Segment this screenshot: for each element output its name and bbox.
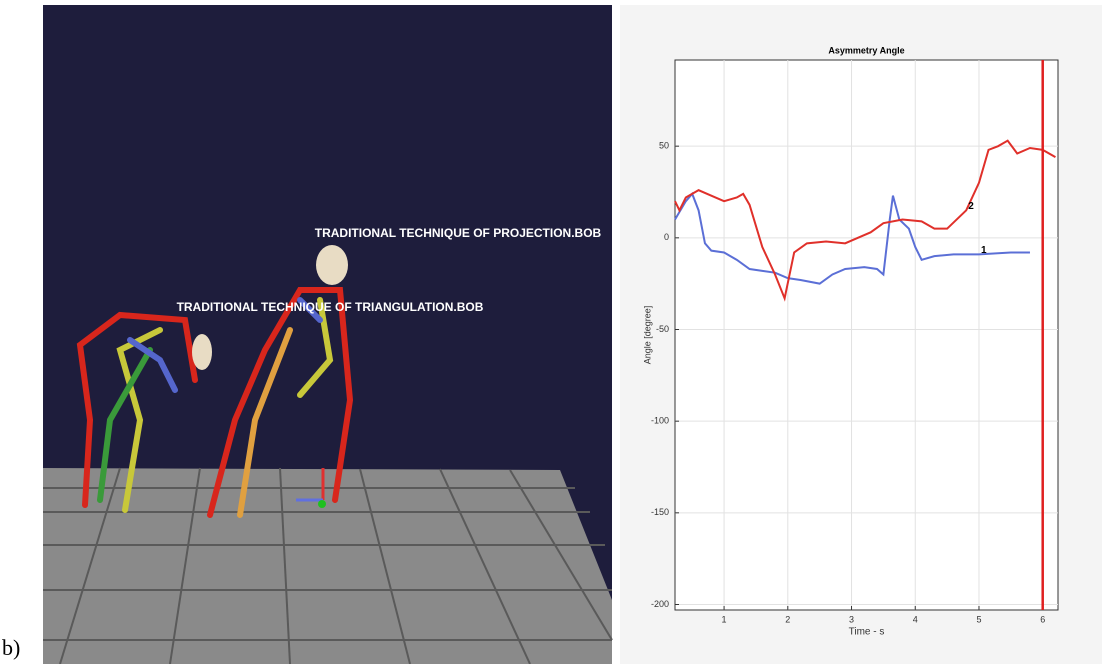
x-tick-label: 4 <box>913 614 918 624</box>
y-axis-label: Angle [degree] <box>642 306 652 365</box>
y-tick-label: -150 <box>651 507 669 517</box>
y-tick-label: 50 <box>659 141 669 151</box>
x-tick-label: 3 <box>849 614 854 624</box>
x-tick-label: 1 <box>722 614 727 624</box>
figure-right <box>207 245 354 518</box>
x-tick-label: 2 <box>785 614 790 624</box>
series-label: 2 <box>968 201 974 212</box>
scene-label: TRADITIONAL TECHNIQUE OF PROJECTION.BOB <box>315 226 602 240</box>
floor-grid <box>43 467 613 665</box>
chart: 50 0 -50 -100 -150 -200 1 2 3 4 5 6 Asymmetry Angle T… <box>642 45 1059 638</box>
figure-label: b) <box>2 635 20 660</box>
x-axis-label: Time - s <box>849 627 885 638</box>
x-tick-label: 5 <box>976 614 981 624</box>
scene-label: TRADITIONAL TECHNIQUE OF TRIANGULATION.B… <box>177 300 484 314</box>
y-tick-label: -200 <box>651 599 669 609</box>
data-line <box>674 139 1056 302</box>
y-tick-label: -50 <box>656 324 669 334</box>
y-tick-label: 0 <box>664 232 669 242</box>
axis-gizmo <box>296 468 326 508</box>
plot-area <box>674 59 1059 611</box>
floor <box>43 468 612 664</box>
scene: TRADITIONAL TECHNIQUE OF PROJECTION.BOB … <box>43 5 613 665</box>
series-label: 1 <box>981 245 987 256</box>
x-tick-label: 6 <box>1040 614 1045 624</box>
data-line <box>674 191 1030 285</box>
y-tick-label: -100 <box>651 416 669 426</box>
figure-left <box>76 311 212 513</box>
chart-title: Asymmetry Angle <box>828 45 904 55</box>
